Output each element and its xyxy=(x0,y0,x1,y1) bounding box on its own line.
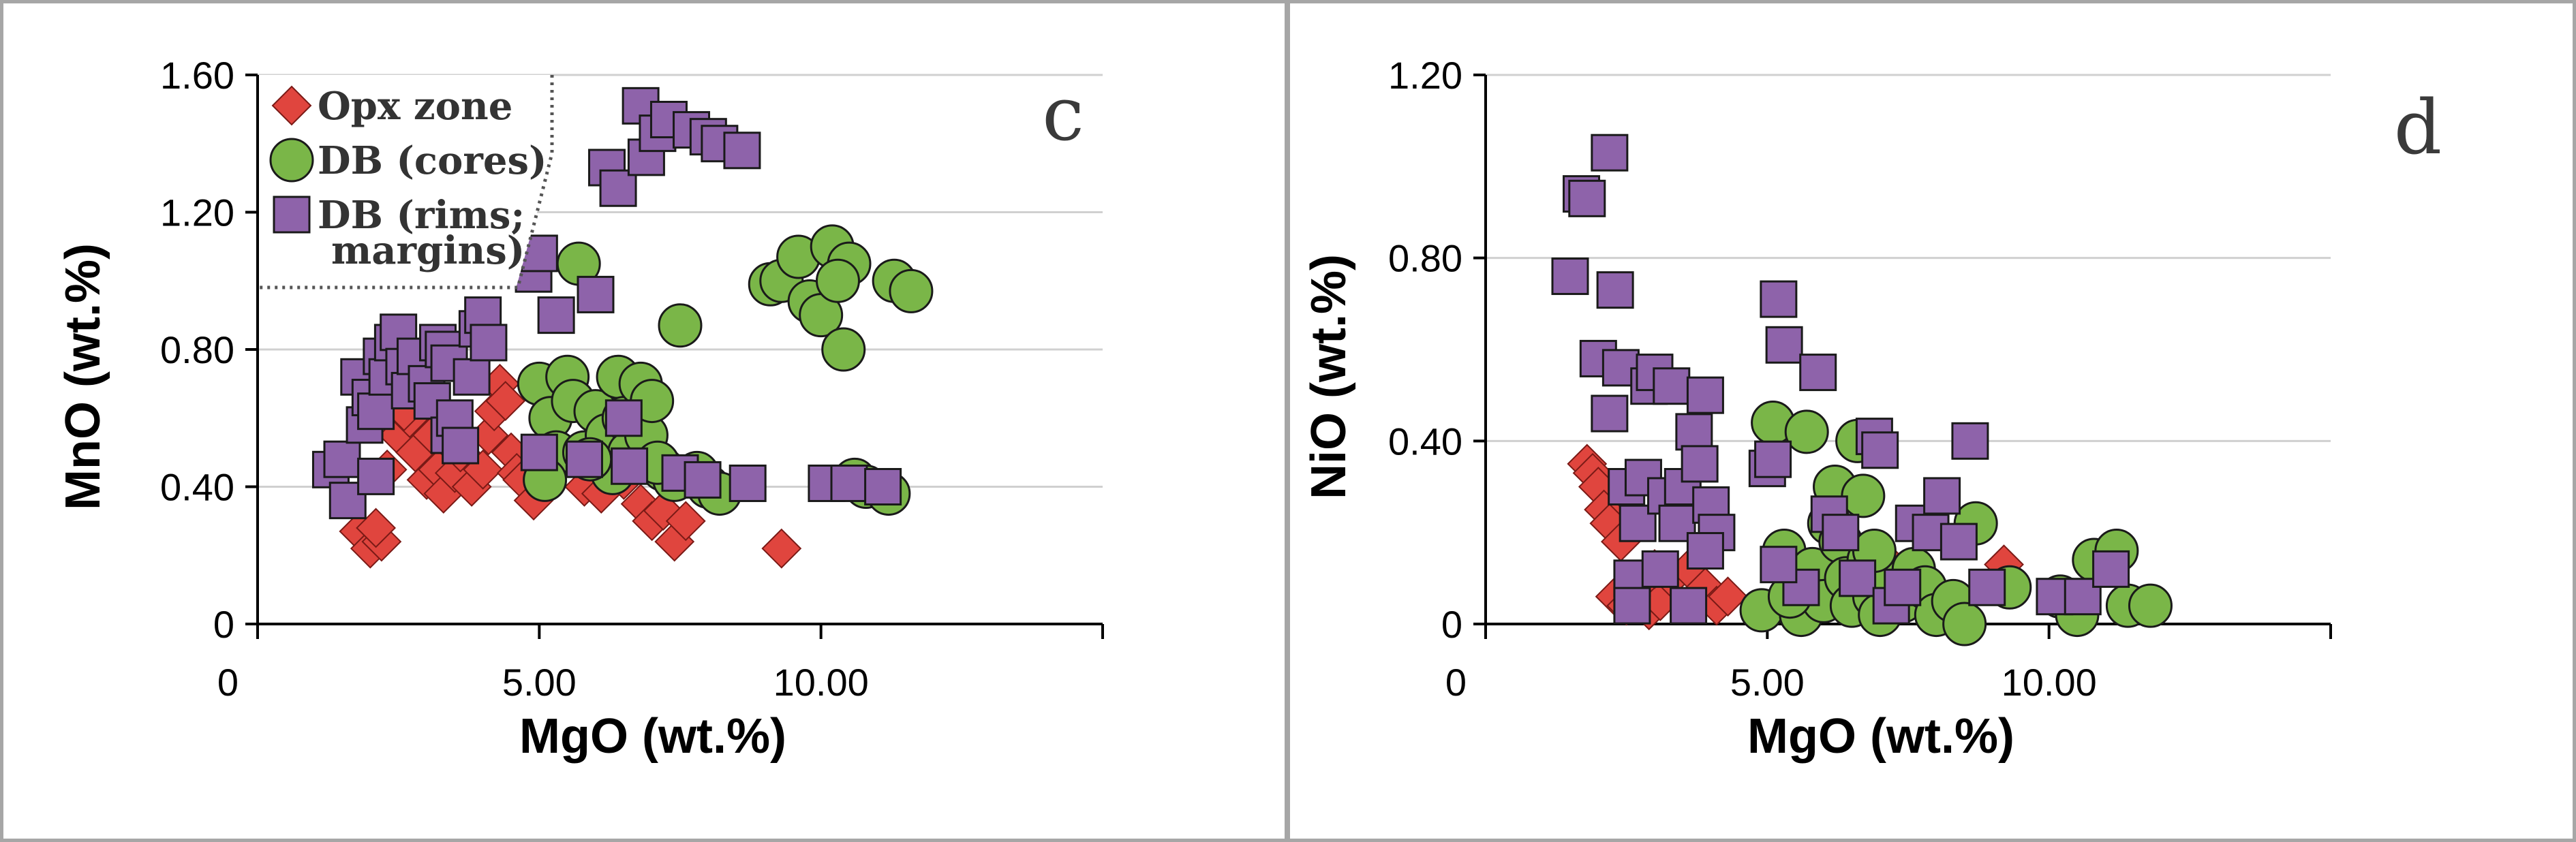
panel-c-x-tick-label: 5.00 xyxy=(502,661,577,704)
panel-d-x-axis-title: MgO (wt.%) xyxy=(1747,709,2014,764)
panel-d-point-db_cores xyxy=(1942,602,1987,646)
panel-c-y-axis-title: MnO (wt.%) xyxy=(56,243,110,510)
panel-d-y-tick-label: 0 xyxy=(1441,603,1462,646)
panel-d-point-db_rims xyxy=(1568,179,1606,217)
panel-d-point-db_rims xyxy=(1596,271,1634,309)
panel-c-point-db_cores xyxy=(815,258,860,303)
panel-d-point-db_rims xyxy=(2064,578,2102,616)
panel-d-point-db_rims xyxy=(1822,514,1860,552)
panel-d-point-db_rims xyxy=(1951,422,1989,460)
panel-c-label: c xyxy=(1042,70,1084,157)
panel-d-point-db_rims xyxy=(1591,134,1629,172)
panel-c-point-opx xyxy=(665,501,706,542)
panel-c-point-db_rims xyxy=(470,324,508,362)
panel-d-point-db_cores xyxy=(2128,583,2173,628)
panel-d-point-db_rims xyxy=(1670,587,1708,625)
panel-d-point-db_rims xyxy=(1591,394,1629,433)
panel-d-point-db_rims xyxy=(1754,440,1792,478)
panel-d-point-db_rims xyxy=(1551,258,1589,296)
panel-d-frame xyxy=(1287,0,2576,842)
panel-d-point-db_rims xyxy=(1923,477,1961,515)
panel-c-legend-marker-db_cores xyxy=(269,138,314,183)
panel-d-point-db_rims xyxy=(1839,559,1877,597)
panel-c-point-db_rims xyxy=(684,461,722,499)
panel-c-point-db_rims xyxy=(577,275,615,313)
panel-d-point-db_rims xyxy=(1760,280,1798,318)
panel-c-y-tick-label: 1.20 xyxy=(160,191,234,234)
panel-d-point-db_cores xyxy=(1784,409,1829,454)
panel-c-y-tick-label: 1.60 xyxy=(160,54,234,97)
panel-d-point-db_cores xyxy=(1841,473,1886,518)
panel-c-point-db_rims xyxy=(520,433,558,471)
panel-d-y-tick-label: 0.40 xyxy=(1388,420,1462,463)
panel-c-point-db_rims xyxy=(723,131,761,170)
panel-c-y-tick-label: 0.80 xyxy=(160,328,234,371)
panel-d-x-tick-label: 5.00 xyxy=(1730,661,1805,704)
panel-c-point-db_rims xyxy=(453,358,491,396)
panel-d-point-db_rims xyxy=(1658,504,1696,542)
panel-c-point-db_rims xyxy=(830,464,868,502)
panel-c-point-db_rims xyxy=(357,392,395,431)
panel-c-x-axis-title: MgO (wt.%) xyxy=(519,709,786,764)
panel-c-series-db_rims xyxy=(311,87,902,520)
panel-c-point-db_rims xyxy=(864,468,902,505)
panel-d-point-opx xyxy=(1708,576,1748,617)
panel-c-legend-border xyxy=(258,75,554,290)
panel-c-point-db_rims xyxy=(442,426,480,465)
panel-c-legend-marker-db_rims xyxy=(273,196,311,234)
panel-c-point-db_rims xyxy=(565,440,603,478)
panel-d-point-db_rims xyxy=(1681,445,1719,483)
panel-d-x-tick-label: 0 xyxy=(1445,661,1467,704)
panel-d-point-db_rims xyxy=(1760,546,1798,584)
panel-d-point-db_rims xyxy=(1686,376,1724,414)
panel-d-point-db_rims xyxy=(1653,367,1691,405)
panel-d-point-db_rims xyxy=(2092,550,2130,588)
panel-d-point-db_rims xyxy=(1613,587,1651,625)
panel-d-x-tick-label: 10.00 xyxy=(2002,661,2097,704)
panel-d-series-db_rims xyxy=(1551,134,2130,625)
panel-c-point-db_rims xyxy=(357,457,395,495)
panel-c-chart: 0 0.40 0.80 1.20 1.60 0 5.00 10.00 MgO (wt.%) MnO… xyxy=(56,54,1104,764)
panel-d-y-axis-title: NiO (wt.%) xyxy=(1302,254,1356,499)
panel-c-point-db_rims xyxy=(323,440,361,478)
panel-d-point-db_rims xyxy=(1641,550,1679,588)
panel-d-point-db_rims xyxy=(1799,354,1837,392)
panel-c-point-db_cores xyxy=(821,327,866,372)
panel-c-legend-label-db_rims: DB (rims; xyxy=(318,193,525,238)
panel-c-point-opx xyxy=(485,381,526,421)
panel-c-point-opx xyxy=(761,528,802,569)
panel-c-y-tick-label: 0.40 xyxy=(160,466,234,509)
panel-c-point-db_rims xyxy=(599,169,637,207)
panel-d-point-db_rims xyxy=(1686,532,1724,570)
panel-d-label: d xyxy=(2394,84,2442,171)
panel-c-point-db_cores xyxy=(889,268,934,313)
panel-c-legend-label-db_cores: DB (cores) xyxy=(318,138,547,183)
panel-d-point-db_rims xyxy=(1884,568,1922,606)
panel-c-point-db_cores xyxy=(658,303,703,348)
panel-d-chart: 0 0.40 0.80 1.20 0 5.00 10.00 MgO (wt.%) NiO (wt… xyxy=(1302,54,2442,764)
panel-c-legend-label-opx: Opx zone xyxy=(318,84,512,129)
panel-c-legend-marker-opx xyxy=(271,85,312,126)
panel-d-point-db_rims xyxy=(1765,326,1803,364)
panel-c-point-db_rims xyxy=(729,464,767,502)
panel-d-y-tick-label: 1.20 xyxy=(1388,54,1462,97)
panel-d-point-db_rims xyxy=(1939,523,1978,561)
panel-d-y-tick-label: 0.80 xyxy=(1388,237,1462,280)
panel-c-y-tick-label: 0 xyxy=(213,603,234,646)
panel-c-legend: Opx zone DB (cores) DB (rims;margins) xyxy=(258,75,554,290)
panel-c-legend-label-db_rims: margins) xyxy=(331,228,525,273)
panel-d-point-db_rims xyxy=(1968,568,2006,606)
panel-c-x-tick-label: 10.00 xyxy=(773,661,869,704)
panel-d-point-db_rims xyxy=(1619,504,1657,542)
panel-c-legend-background xyxy=(259,75,551,286)
panel-c-point-db_rims xyxy=(604,399,643,437)
panel-c-point-db_rims xyxy=(537,296,575,334)
panel-d-point-db_rims xyxy=(1675,413,1713,451)
panel-c-x-tick-label: 0 xyxy=(217,661,239,704)
panel-c-point-db_rims xyxy=(611,447,649,485)
panel-d-point-db_rims xyxy=(1861,431,1899,469)
